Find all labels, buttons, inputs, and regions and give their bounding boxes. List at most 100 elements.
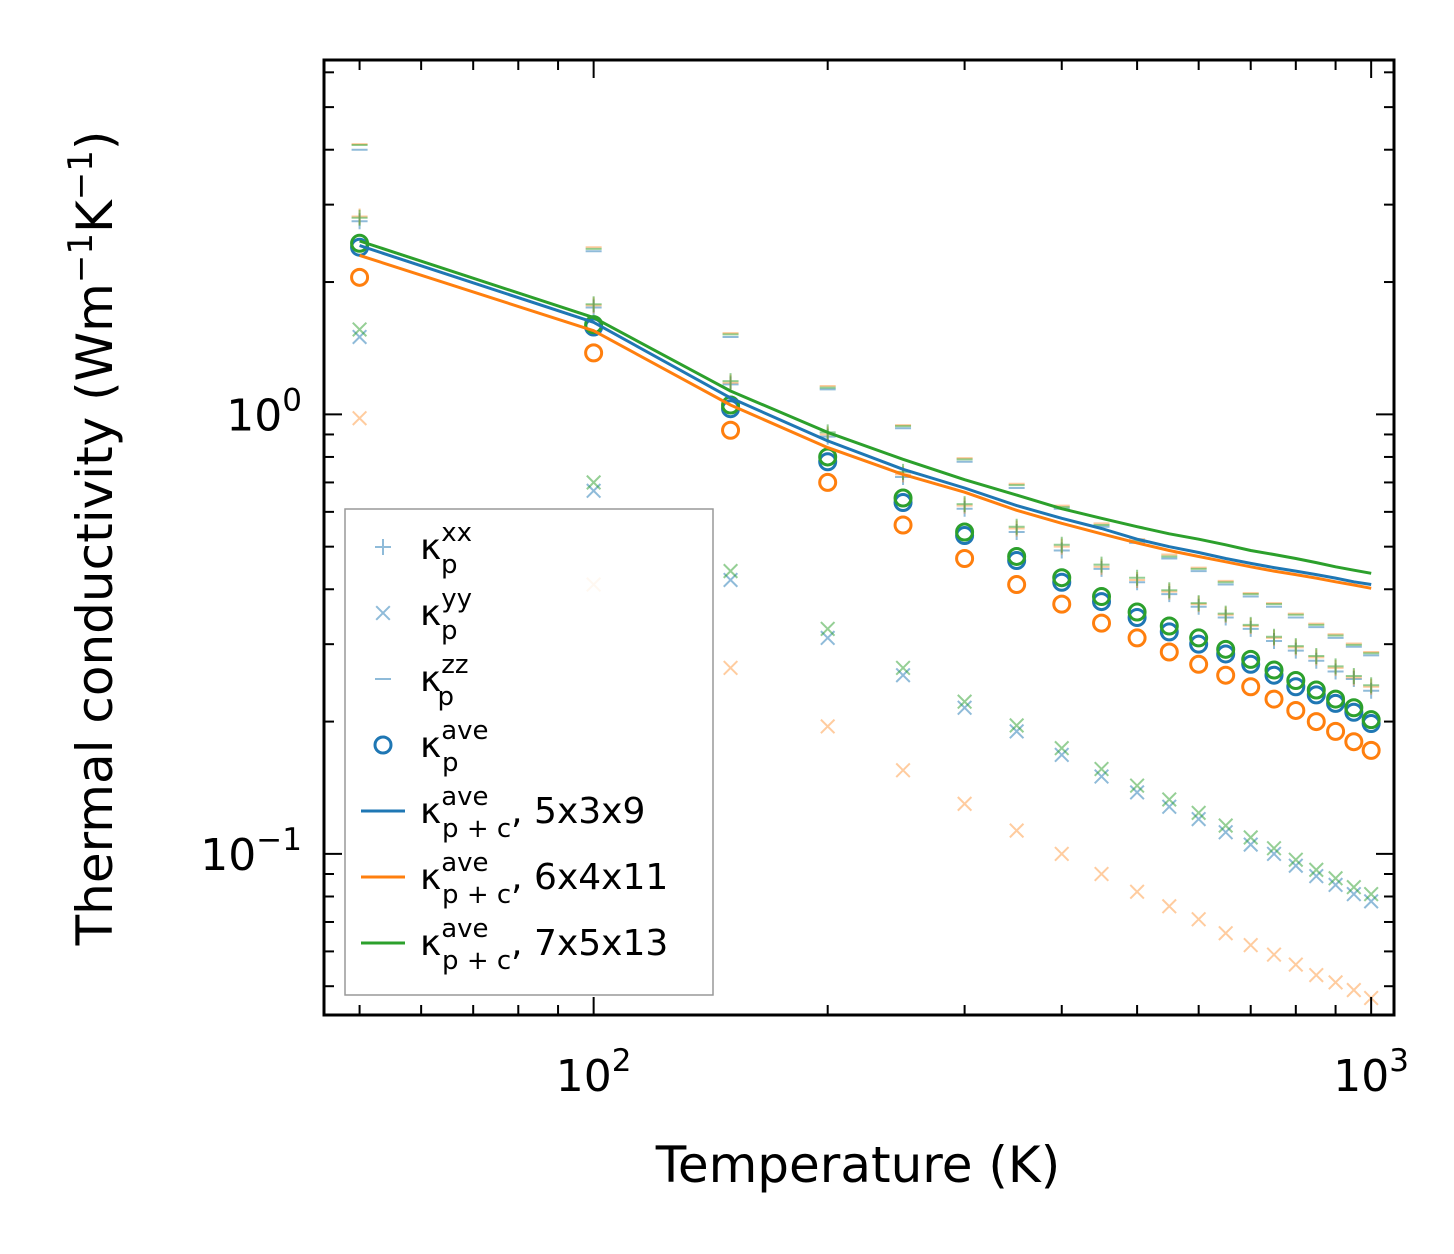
data-point xyxy=(1346,982,1362,998)
data-point xyxy=(1218,925,1234,941)
legend-entry: κave p + c, 6x4x11 xyxy=(361,848,668,910)
data-point xyxy=(1264,665,1284,685)
y-tick-label: 100 xyxy=(226,382,302,441)
data-point xyxy=(1326,721,1346,741)
legend-sup: ave xyxy=(441,716,488,746)
data-point xyxy=(1288,852,1304,868)
y-axis-label-mid: K xyxy=(66,199,124,233)
data-point xyxy=(1127,628,1147,648)
data-point xyxy=(957,700,973,716)
data-point xyxy=(1161,582,1178,599)
data-point xyxy=(1363,893,1379,909)
data-point xyxy=(1054,740,1070,756)
data-point xyxy=(585,296,602,313)
y-axis-label-sup2: −1 xyxy=(61,150,101,200)
data-point xyxy=(352,329,368,345)
data-point xyxy=(820,718,836,734)
data-point xyxy=(1009,723,1025,739)
legend-entry: κzz p xyxy=(375,650,469,712)
x-axis-label: Temperature (K) xyxy=(655,1136,1060,1194)
data-point xyxy=(895,762,911,778)
legend-entry: κave p + c, 5x3x9 xyxy=(361,782,645,844)
data-point xyxy=(1127,607,1147,627)
series-kyy_5x3x9 xyxy=(352,329,1379,909)
data-point xyxy=(1266,840,1282,856)
data-point xyxy=(1159,622,1179,642)
series-kpc_6x4x11 xyxy=(359,253,1372,590)
data-point xyxy=(1363,677,1380,694)
data-point xyxy=(1093,556,1110,573)
y-tick-label: 10−1 xyxy=(200,822,302,881)
data-point xyxy=(1127,602,1147,622)
data-point xyxy=(1189,634,1209,654)
data-point xyxy=(1129,569,1146,586)
data-point xyxy=(1266,846,1282,862)
data-point xyxy=(1308,647,1325,664)
legend-label: κave p + c, 6x4x11 xyxy=(420,848,668,910)
data-point xyxy=(895,660,911,676)
data-point xyxy=(1361,740,1381,760)
data-point xyxy=(1308,967,1324,983)
series-kpc_7x5x13 xyxy=(359,239,1372,575)
data-point xyxy=(1218,824,1234,840)
data-point xyxy=(956,496,973,513)
data-point xyxy=(722,373,739,390)
data-point xyxy=(1094,866,1110,882)
data-point xyxy=(818,472,838,492)
data-point xyxy=(1052,568,1072,588)
data-point xyxy=(1191,805,1207,821)
legend-sup: yy xyxy=(441,584,472,614)
data-point xyxy=(1242,616,1259,633)
axes: 10 2 103 10−1 100 xyxy=(200,58,1409,1102)
data-point xyxy=(1346,886,1362,902)
data-point xyxy=(1129,784,1145,800)
series-line xyxy=(359,244,1372,586)
legend-entry: κxx p xyxy=(375,518,472,580)
legend-label: κave p + c, 5x3x9 xyxy=(420,782,645,844)
legend-label: κzz p xyxy=(420,650,469,712)
legend-kappa: κ xyxy=(420,593,441,634)
data-point xyxy=(1161,898,1177,914)
data-point xyxy=(351,209,368,226)
data-point xyxy=(723,563,739,579)
data-point xyxy=(1007,575,1027,595)
data-point xyxy=(1243,829,1259,845)
series-line xyxy=(359,239,1372,575)
data-point xyxy=(1054,846,1070,862)
data-point xyxy=(1286,700,1306,720)
legend-kappa: κ xyxy=(420,527,441,568)
data-point xyxy=(1328,870,1344,886)
x-tick-label-exp: 3 xyxy=(1389,1043,1409,1079)
y-axis-label-end: ) xyxy=(66,131,124,151)
legend-kappa: κ xyxy=(420,725,441,766)
legend-sup: zz xyxy=(441,650,468,680)
data-point xyxy=(1129,884,1145,900)
x-tick-label-base: 10 xyxy=(1333,1051,1389,1102)
data-point xyxy=(1264,689,1284,709)
legend-label: κave p + c, 7x5x13 xyxy=(420,914,668,976)
legend-kappa: κ xyxy=(420,791,441,832)
legend-sup: xx xyxy=(441,518,472,548)
data-point xyxy=(1288,858,1304,874)
x-tick-label-exp: 2 xyxy=(612,1043,632,1079)
data-point xyxy=(1216,665,1236,685)
data-point xyxy=(1159,642,1179,662)
data-point xyxy=(895,667,911,683)
data-point xyxy=(1344,732,1364,752)
data-point xyxy=(1092,587,1112,607)
data-point xyxy=(1191,811,1207,827)
plot-frame xyxy=(322,58,1396,1017)
y-axis-label-sup1: −1 xyxy=(61,233,101,283)
legend-marker-swatch xyxy=(375,539,391,555)
data-point xyxy=(1161,799,1177,815)
data-point xyxy=(350,267,370,287)
x-tick-label: 103 xyxy=(1333,1043,1409,1102)
data-point xyxy=(1009,717,1025,733)
data-point xyxy=(893,515,913,535)
data-point xyxy=(1243,837,1259,853)
data-point xyxy=(1161,791,1177,807)
legend-sub: p + c xyxy=(442,814,511,844)
data-point xyxy=(1009,823,1025,839)
